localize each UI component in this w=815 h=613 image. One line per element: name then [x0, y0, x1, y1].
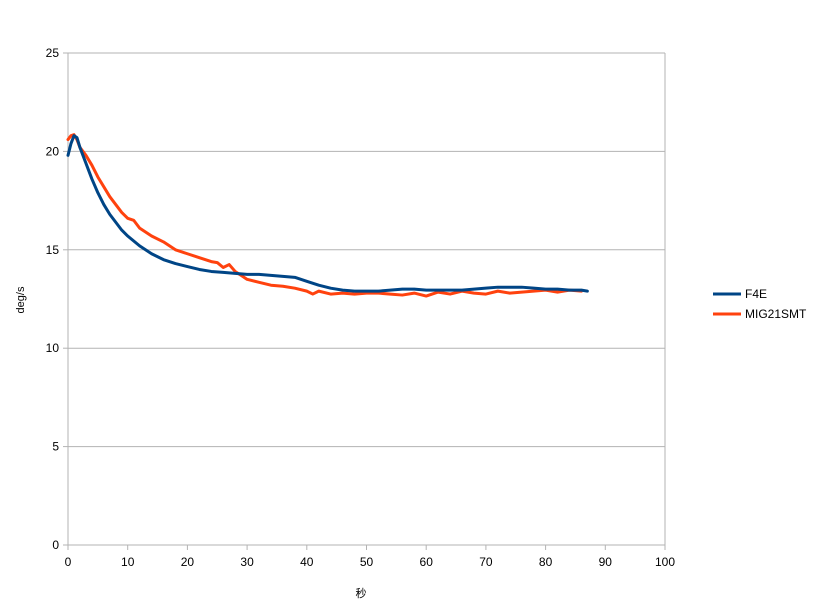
series-lines — [66, 133, 589, 298]
series-line-mig21smt — [66, 133, 583, 298]
x-tick-label: 100 — [655, 555, 675, 569]
x-tick-label: 90 — [599, 555, 613, 569]
x-axis-label: 秒 — [356, 586, 367, 600]
x-tick-label: 20 — [181, 555, 195, 569]
y-tick-labels: 0 5 10 15 20 25 — [46, 46, 60, 552]
x-tick-labels: 0 10 20 30 40 50 60 70 80 90 100 — [65, 555, 676, 569]
legend-label-mig21smt: MIG21SMT — [745, 307, 807, 321]
x-tick-label: 60 — [420, 555, 434, 569]
axes — [63, 52, 666, 550]
y-axis-label: deg/s — [15, 286, 27, 313]
y-tick-label: 0 — [52, 538, 59, 552]
x-tick-label: 40 — [300, 555, 314, 569]
y-tick-label: 15 — [46, 243, 60, 257]
y-tick-label: 20 — [46, 144, 60, 158]
x-tick-label: 10 — [121, 555, 135, 569]
legend: F4E MIG21SMT — [713, 287, 807, 321]
legend-label-f4e: F4E — [745, 287, 767, 301]
y-tick-label: 5 — [52, 440, 59, 454]
series-line-f4e — [66, 134, 589, 293]
x-tick-label: 80 — [539, 555, 553, 569]
gridlines — [68, 52, 665, 546]
x-tick-label: 30 — [240, 555, 254, 569]
y-tick-label: 25 — [46, 46, 60, 60]
y-tick-label: 10 — [46, 341, 60, 355]
x-tick-label: 50 — [360, 555, 374, 569]
x-tick-label: 0 — [65, 555, 72, 569]
x-tick-label: 70 — [479, 555, 493, 569]
